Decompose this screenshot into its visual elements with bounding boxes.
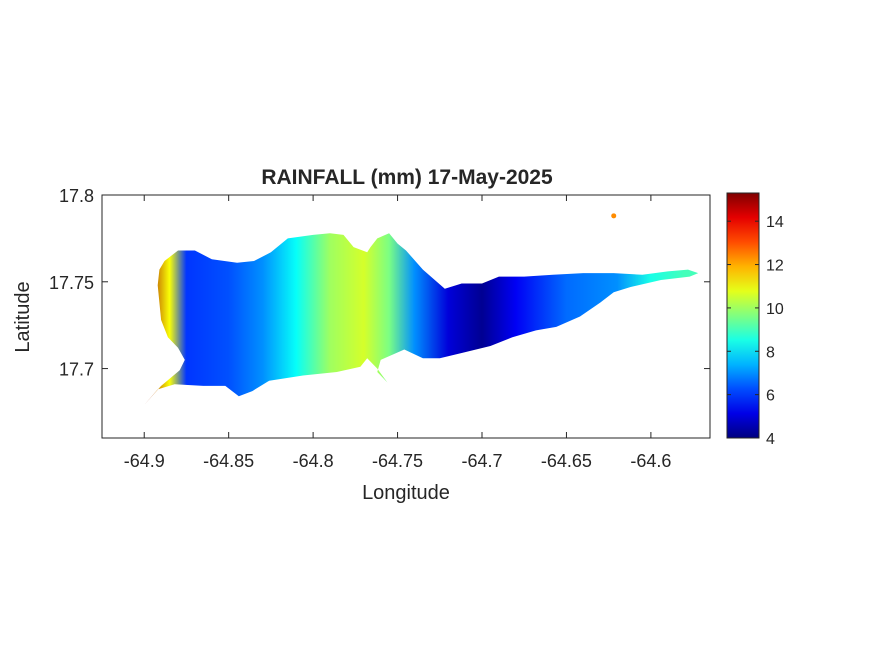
x-tick-label: -64.6 [630, 451, 671, 471]
x-tick-label: -64.9 [124, 451, 165, 471]
y-tick-label: 17.75 [49, 273, 94, 293]
colorbar-tick-label: 6 [766, 388, 775, 405]
colorbar-tick-label: 12 [766, 258, 784, 275]
y-axis-label: Latitude [12, 281, 34, 352]
map-title: RAINFALL (mm) 17-May-2025 [261, 166, 553, 189]
y-tick-label: 17.8 [59, 186, 94, 206]
x-axis-ticks: -64.9 -64.85 -64.8 -64.75 -64.7 -64.65 -64.6 [124, 195, 671, 471]
colorbar-tick-label: 14 [766, 214, 784, 231]
x-tick-label: -64.65 [541, 451, 592, 471]
colorbar-tick-label: 4 [766, 431, 775, 448]
x-tick-label: -64.85 [203, 451, 254, 471]
colorbar-tick-label: 10 [766, 301, 784, 318]
y-tick-label: 17.7 [59, 360, 94, 380]
colorbar-tick-label: 8 [766, 344, 775, 361]
axes-box [101, 194, 711, 439]
islet [611, 213, 617, 219]
x-tick-label: -64.8 [293, 451, 334, 471]
colorbar [726, 192, 760, 439]
x-tick-label: -64.7 [461, 451, 502, 471]
x-axis-label: Longitude [362, 482, 450, 504]
x-tick-label: -64.75 [372, 451, 423, 471]
y-axis-ticks: 17.7 17.75 17.8 [49, 186, 710, 380]
colorbar-ticks: 4 6 8 10 12 14 [727, 214, 784, 448]
